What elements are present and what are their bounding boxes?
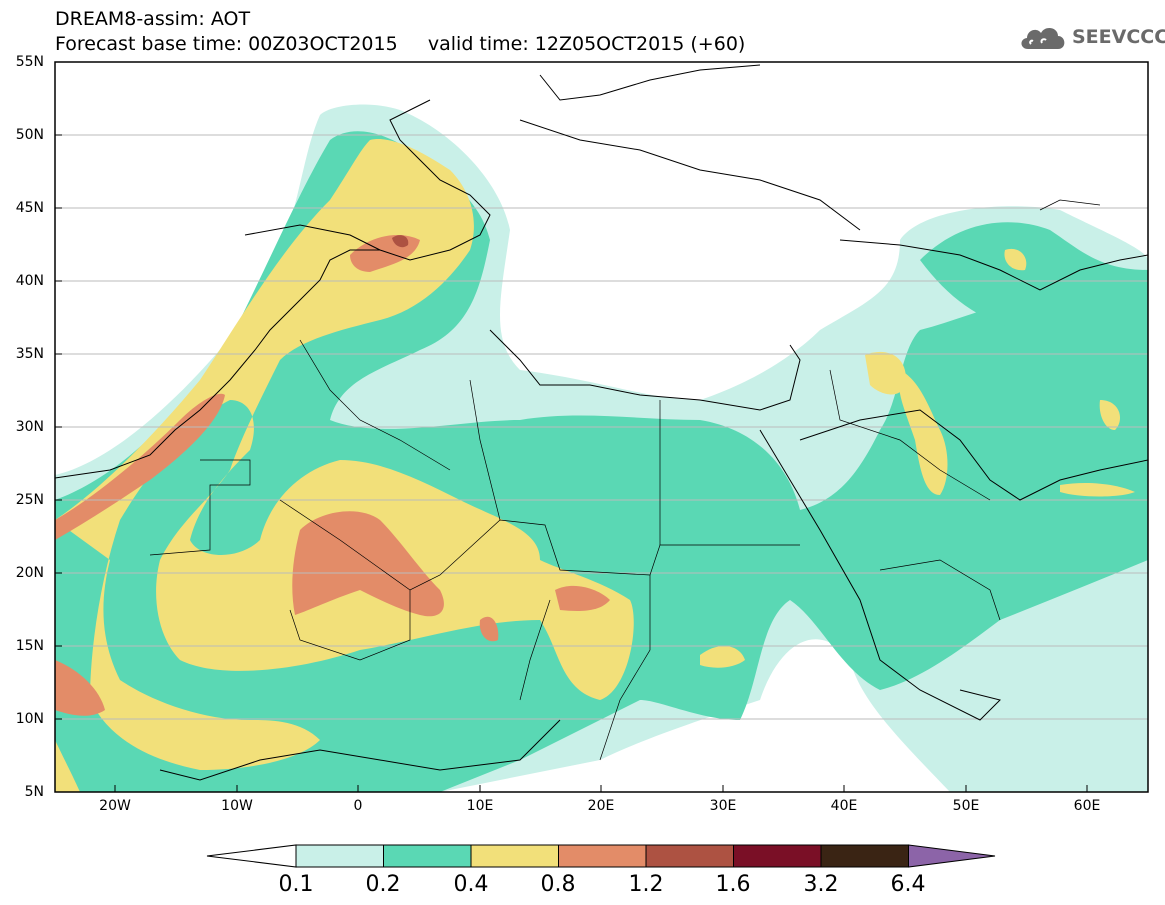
coastlines: [54, 64, 1149, 781]
colorbar-bin-0.2: [383, 844, 472, 868]
country-borders: [149, 199, 1101, 761]
colorbar-bin-1.6: [733, 844, 822, 868]
logo-text: SEEVCCC: [1072, 26, 1165, 48]
colorbar-label-0.4: 0.4: [453, 872, 489, 897]
lon-label-10w: 10W: [221, 798, 253, 814]
cloud-icon: [1021, 27, 1065, 49]
colorbar-label-0.8: 0.8: [540, 872, 576, 897]
lat-label-10n: 10N: [15, 711, 44, 727]
lat-label-25n: 25N: [15, 492, 44, 508]
lat-label-15n: 15N: [15, 638, 44, 654]
map-title: DREAM8-assim: AOT: [55, 8, 251, 30]
lon-label-20w: 20W: [99, 798, 131, 814]
colorbar-label-1.6: 1.6: [715, 872, 751, 897]
colorbar-under-arrow: [206, 844, 297, 868]
colorbar-bin-0.4: [470, 844, 559, 868]
lon-label-20e: 20E: [587, 798, 615, 814]
lon-label-40e: 40E: [830, 798, 858, 814]
lat-label-5n: 5N: [24, 784, 44, 800]
aot-level-0.4: [55, 139, 1135, 792]
lat-label-50n: 50N: [15, 127, 44, 143]
lat-label-30n: 30N: [15, 419, 44, 435]
lon-label-30e: 30E: [709, 798, 737, 814]
lat-label-45n: 45N: [15, 200, 44, 216]
lat-label-40n: 40N: [15, 273, 44, 289]
lon-label-0: 0: [353, 798, 363, 814]
lon-label-60e: 60E: [1073, 798, 1101, 814]
colorbar-label-3.2: 3.2: [803, 872, 839, 897]
colorbar-label-0.1: 0.1: [278, 872, 314, 897]
colorbar-bin-0.8: [558, 844, 647, 868]
map-subtitle: Forecast base time: 00Z03OCT2015 valid t…: [55, 33, 745, 55]
valid-time: valid time: 12Z05OCT2015 (+60): [427, 33, 746, 55]
forecast-base-time: Forecast base time: 00Z03OCT2015: [55, 33, 398, 55]
lat-label-55n: 55N: [15, 54, 44, 70]
colorbar: [206, 844, 996, 868]
seevccc-logo: SEEVCCC: [1018, 22, 1165, 52]
lon-label-10e: 10E: [466, 798, 494, 814]
colorbar-label-1.2: 1.2: [628, 872, 664, 897]
lon-label-50e: 50E: [952, 798, 980, 814]
aot-level-1.2: [392, 235, 409, 248]
colorbar-over-arrow: [908, 844, 996, 868]
axis-ticks: [55, 61, 1088, 793]
colorbar-bin-0.1: [295, 844, 384, 868]
colorbar-bin-3.2: [820, 844, 909, 868]
colorbar-label-6.4: 6.4: [890, 872, 926, 897]
lat-label-35n: 35N: [15, 346, 44, 362]
colorbar-label-0.2: 0.2: [365, 872, 401, 897]
colorbar-bin-1.2: [645, 844, 734, 868]
lat-label-20n: 20N: [15, 565, 44, 581]
graticule: [55, 134, 1148, 720]
